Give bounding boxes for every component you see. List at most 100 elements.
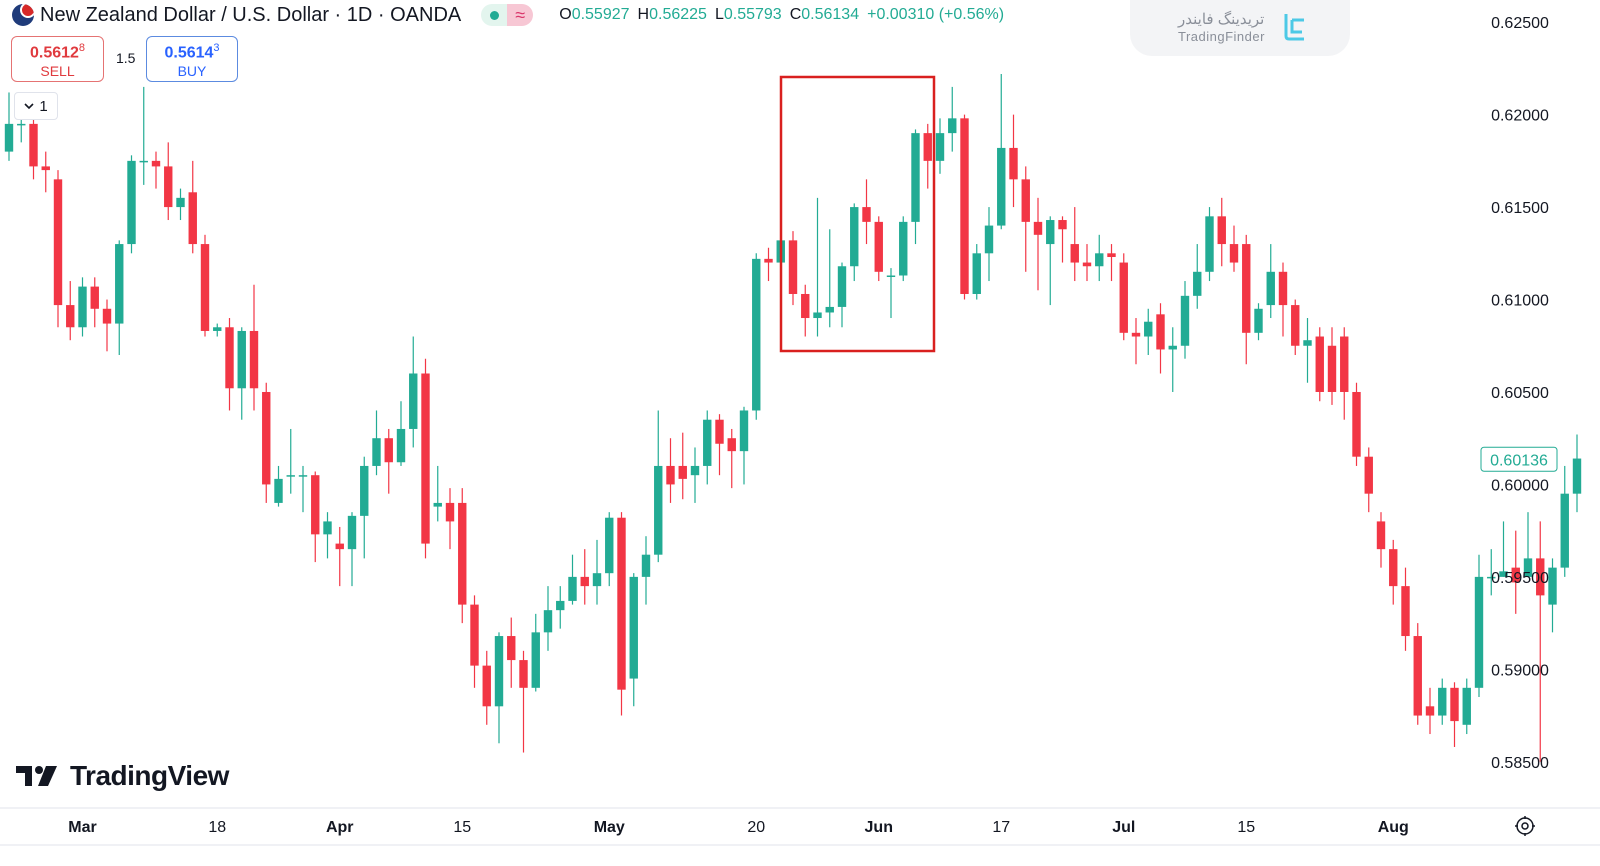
x-tick-label: 20: [747, 819, 765, 836]
candle-body: [850, 207, 859, 267]
candle-body: [764, 258, 773, 263]
candle: [90, 277, 99, 328]
candle: [764, 247, 773, 282]
symbol-title[interactable]: New Zealand Dollar / U.S. Dollar · 1D · …: [40, 3, 462, 26]
candle-body: [286, 475, 295, 477]
x-tick-label: 17: [992, 819, 1010, 836]
candle: [1082, 244, 1092, 282]
candle-body: [1389, 549, 1398, 587]
candle: [4, 92, 14, 161]
candle: [1095, 234, 1104, 282]
candle: [1021, 166, 1030, 272]
candle-body: [1425, 706, 1435, 716]
candle-body: [935, 133, 945, 161]
symbol-header: New Zealand Dollar / U.S. Dollar · 1D · …: [12, 2, 1004, 28]
candle-body: [543, 610, 553, 633]
candle: [1144, 308, 1153, 356]
x-tick-label: 15: [1237, 819, 1255, 836]
candle-body: [188, 192, 197, 245]
candle: [1205, 207, 1214, 282]
candle-body: [1487, 576, 1496, 579]
candle: [862, 179, 871, 245]
candle-body: [29, 123, 38, 167]
candle-body: [507, 636, 516, 661]
candle: [372, 410, 381, 476]
candle: [1572, 434, 1582, 513]
last-price-tag: [1480, 446, 1558, 472]
buy-button[interactable]: 0.56143 BUY: [146, 36, 238, 82]
candle-body: [164, 166, 173, 208]
candle: [899, 216, 908, 282]
market-open-icon: [481, 4, 508, 26]
candle: [543, 586, 553, 651]
candle: [972, 244, 981, 300]
y-tick-label: 0.61500: [1491, 200, 1549, 217]
candle-body: [1450, 687, 1459, 722]
candle: [1254, 303, 1263, 341]
candle: [605, 512, 614, 587]
candle: [960, 114, 969, 300]
candle-body: [886, 275, 896, 277]
candle-body: [984, 225, 994, 254]
sell-button[interactable]: 0.56128 SELL: [11, 36, 104, 82]
candle: [1242, 234, 1251, 365]
candle-body: [17, 123, 26, 126]
indicators-collapse-button[interactable]: 1: [14, 92, 58, 120]
status-pill[interactable]: ≈: [481, 4, 534, 26]
candle: [1560, 465, 1569, 577]
candle: [127, 155, 136, 254]
candle: [568, 554, 577, 605]
candle-body: [396, 428, 406, 463]
candle: [997, 73, 1006, 230]
candle-body: [825, 306, 834, 313]
candle-body: [617, 517, 626, 690]
candle-body: [53, 179, 63, 306]
candle: [923, 123, 932, 189]
candle-body: [1291, 305, 1300, 346]
candle: [825, 229, 834, 328]
candle-body: [1144, 321, 1153, 337]
candle: [286, 428, 295, 494]
candle-body: [519, 660, 528, 688]
candle: [409, 336, 418, 448]
candle-body: [347, 515, 357, 550]
y-tick-label: 0.59000: [1491, 662, 1549, 679]
candle-body: [1180, 295, 1190, 346]
y-tick-label: 0.62000: [1491, 108, 1549, 125]
x-tick-label: May: [594, 819, 625, 836]
candle-body: [151, 160, 161, 167]
y-tick-label: 0.58500: [1491, 755, 1549, 772]
candle: [1425, 687, 1435, 735]
candle: [690, 447, 700, 503]
ohlc-close-label: C: [789, 6, 802, 23]
candle-body: [1217, 216, 1226, 245]
candle: [1438, 678, 1447, 725]
candle-body: [90, 286, 99, 309]
candle: [1474, 554, 1484, 698]
tradingview-logo[interactable]: TradingView: [16, 760, 229, 792]
candle-body: [1376, 521, 1386, 550]
candle-body: [494, 636, 504, 707]
candle: [1266, 244, 1275, 319]
candle-body: [237, 330, 246, 389]
candle: [727, 428, 736, 489]
candle: [801, 284, 810, 337]
candle-body: [274, 478, 283, 503]
y-tick-label: 0.60000: [1491, 477, 1549, 494]
candle-body: [837, 266, 847, 307]
watermark-fa-text: تریدینگ فایندر: [1178, 11, 1265, 28]
candle-body: [1033, 221, 1043, 235]
ohlc-high-label: H: [637, 6, 650, 23]
candle-body: [629, 576, 638, 679]
settings-gear-icon[interactable]: [1513, 814, 1537, 838]
candle: [458, 488, 467, 624]
candle-body: [1278, 271, 1288, 306]
tradingfinder-watermark: تریدینگ فایندر TradingFinder: [1130, 0, 1350, 56]
candle-body: [139, 160, 148, 163]
collapse-count: 1: [39, 97, 48, 115]
candle-body: [1352, 391, 1361, 457]
candle-body: [262, 391, 271, 485]
candle: [1340, 327, 1349, 420]
candle-body: [1021, 179, 1030, 222]
